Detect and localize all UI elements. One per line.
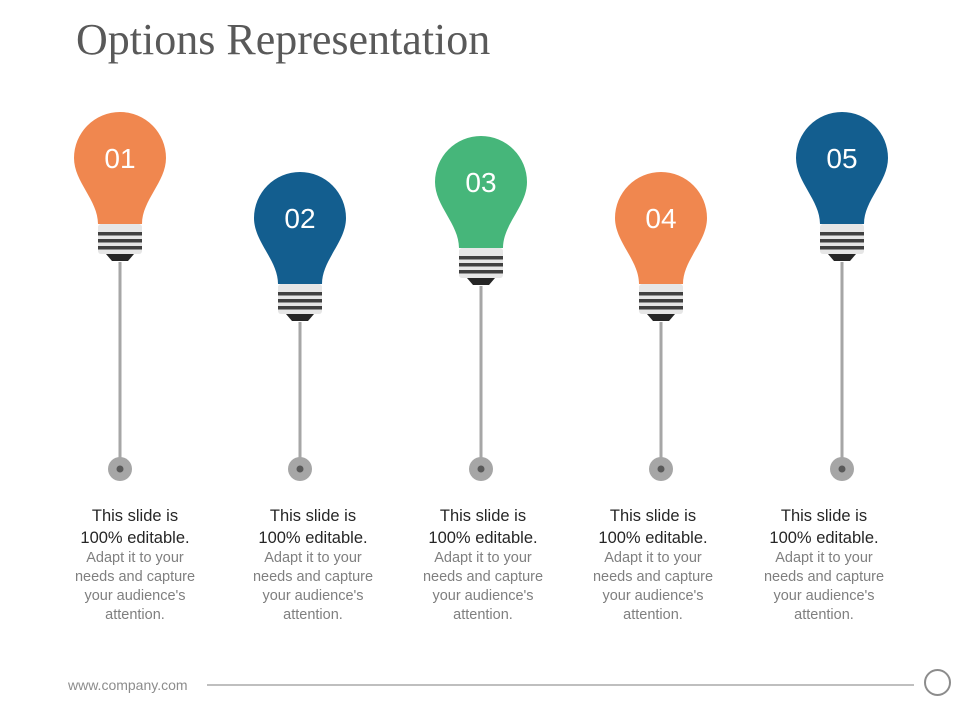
caption-body-line: your audience's xyxy=(84,588,186,604)
lightbulb-icon xyxy=(74,112,166,224)
lightbulb-icon xyxy=(796,112,888,224)
option-caption: This slide is 100% editable. Adapt it to y… xyxy=(749,505,899,625)
bulb-thread xyxy=(459,270,503,274)
bulb-thread xyxy=(459,263,503,267)
bulb-thread xyxy=(820,239,864,243)
bulb-thread xyxy=(639,306,683,310)
caption-heading: This slide is xyxy=(269,507,357,525)
option-caption: This slide is 100% editable. Adapt it to y… xyxy=(408,505,558,625)
caption-body-line: needs and capture xyxy=(422,569,544,585)
option-number: 03 xyxy=(465,167,496,198)
caption-body-line: your audience's xyxy=(773,588,875,604)
bulb-thread xyxy=(639,292,683,296)
option-4: 04 xyxy=(615,172,707,481)
bulb-thread xyxy=(639,299,683,303)
circle-icon xyxy=(924,669,951,696)
page-title: Options Representation xyxy=(76,15,491,64)
option-number: 04 xyxy=(645,203,676,234)
caption-heading: 100% editable. xyxy=(428,529,538,547)
pin-dot-center xyxy=(296,465,304,473)
footer-url: www.company.com xyxy=(68,677,188,693)
lightbulb-icon xyxy=(254,172,346,284)
bulb-thread xyxy=(278,292,322,296)
pin-dot-center xyxy=(838,465,846,473)
caption-heading: 100% editable. xyxy=(769,529,879,547)
lightbulb-icon xyxy=(435,136,527,248)
bulb-tip xyxy=(828,254,856,261)
bulb-tip xyxy=(467,278,495,285)
caption-heading: 100% editable. xyxy=(598,529,708,547)
pin-dot-center xyxy=(116,465,124,473)
caption-body-line: Adapt it to your xyxy=(86,550,184,566)
caption-body-line: attention. xyxy=(453,607,513,623)
option-2: 02 xyxy=(254,172,346,481)
option-3: 03 xyxy=(435,136,527,481)
caption-body-line: Adapt it to your xyxy=(434,550,532,566)
option-caption: This slide is 100% editable. Adapt it to y… xyxy=(60,505,210,625)
option-number: 05 xyxy=(826,143,857,174)
caption-body-line: attention. xyxy=(105,607,165,623)
option-number: 01 xyxy=(104,143,135,174)
caption-body-line: your audience's xyxy=(432,588,534,604)
caption-body-line: attention. xyxy=(283,607,343,623)
caption-body-line: needs and capture xyxy=(763,569,885,585)
bulb-thread xyxy=(820,232,864,236)
caption-body-line: needs and capture xyxy=(252,569,374,585)
lightbulb-icon xyxy=(615,172,707,284)
caption-heading: 100% editable. xyxy=(258,529,368,547)
caption-body-line: Adapt it to your xyxy=(775,550,873,566)
bulb-thread xyxy=(278,306,322,310)
caption-body-line: needs and capture xyxy=(592,569,714,585)
footer-divider xyxy=(207,684,914,686)
bulb-thread xyxy=(459,256,503,260)
option-1: 01 xyxy=(74,112,166,481)
caption-body-line: Adapt it to your xyxy=(604,550,702,566)
caption-body-line: needs and capture xyxy=(74,569,196,585)
bulb-tip xyxy=(106,254,134,261)
pin-dot-center xyxy=(477,465,485,473)
option-5: 05 xyxy=(796,112,888,481)
option-number: 02 xyxy=(284,203,315,234)
caption-heading: 100% editable. xyxy=(80,529,190,547)
caption-heading: This slide is xyxy=(439,507,527,525)
bulb-thread xyxy=(820,246,864,250)
caption-heading: This slide is xyxy=(91,507,179,525)
caption-heading: This slide is xyxy=(609,507,697,525)
caption-body-line: your audience's xyxy=(262,588,364,604)
pin-dot-center xyxy=(657,465,665,473)
caption-heading: This slide is xyxy=(780,507,868,525)
bulb-thread xyxy=(98,232,142,236)
caption-body-line: Adapt it to your xyxy=(264,550,362,566)
caption-body-line: attention. xyxy=(794,607,854,623)
caption-body-line: attention. xyxy=(623,607,683,623)
bulb-thread xyxy=(98,246,142,250)
option-caption: This slide is 100% editable. Adapt it to y… xyxy=(238,505,388,625)
bulb-thread xyxy=(278,299,322,303)
bulb-thread xyxy=(98,239,142,243)
bulb-tip xyxy=(286,314,314,321)
bulb-tip xyxy=(647,314,675,321)
caption-body-line: your audience's xyxy=(602,588,704,604)
option-caption: This slide is 100% editable. Adapt it to y… xyxy=(578,505,728,625)
